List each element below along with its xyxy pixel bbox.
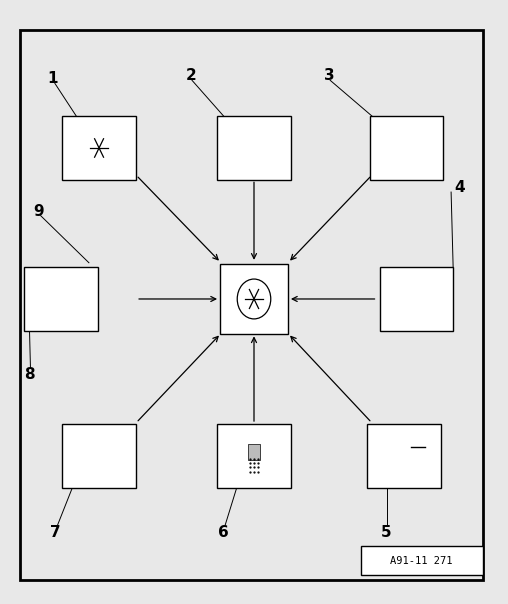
FancyBboxPatch shape <box>244 436 264 476</box>
Bar <box>399 292 434 306</box>
Bar <box>62 116 136 180</box>
Text: A91-11 271: A91-11 271 <box>390 556 453 565</box>
Text: 7: 7 <box>50 525 60 540</box>
Bar <box>219 265 289 333</box>
Bar <box>248 444 260 460</box>
Bar <box>399 143 426 153</box>
Text: 3: 3 <box>324 68 335 83</box>
Bar <box>62 424 136 488</box>
Text: 8: 8 <box>24 367 35 382</box>
Bar <box>379 267 453 331</box>
Text: 6: 6 <box>218 525 229 540</box>
Bar <box>24 267 98 331</box>
Bar <box>361 546 483 575</box>
Bar <box>367 424 441 488</box>
Text: 9: 9 <box>33 204 44 219</box>
Text: 5: 5 <box>381 525 392 540</box>
Bar <box>217 424 291 488</box>
Bar <box>217 116 291 180</box>
Text: 1: 1 <box>47 71 58 86</box>
Bar <box>388 141 397 155</box>
Bar <box>369 116 443 180</box>
Text: 2: 2 <box>185 68 196 83</box>
Text: 4: 4 <box>455 180 465 194</box>
